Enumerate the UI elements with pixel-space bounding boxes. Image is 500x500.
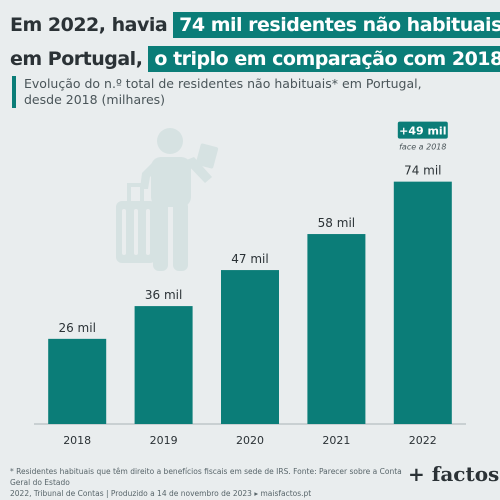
x-tick-label: 2021 (322, 434, 350, 447)
headline: Em 2022, havia 74 mil residentes não hab… (10, 10, 500, 78)
headline-text: em Portugal, (10, 48, 143, 70)
bar-2020 (221, 270, 279, 424)
footnote: * Residentes habituais que têm direito a… (10, 466, 410, 499)
subtitle-line: desde 2018 (milhares) (24, 92, 166, 107)
footnote-line: * Residentes habituais que têm direito a… (10, 467, 402, 487)
data-label: 74 mil (404, 164, 441, 178)
traveler-with-suitcase-icon (116, 128, 219, 271)
x-tick-label: 2019 (150, 434, 178, 447)
x-tick-label: 2020 (236, 434, 264, 447)
subtitle-line: Evolução do n.º total de residentes não … (24, 76, 422, 91)
headline-highlight: o triplo em comparação com 2018 (148, 46, 500, 72)
headline-highlight: 74 mil residentes não habituais (173, 12, 500, 38)
footnote-line: 2022, Tribunal de Contas | Produzido a 1… (10, 489, 312, 498)
annotation-badge (397, 121, 448, 139)
bar-2021 (307, 234, 366, 424)
headline-line-2: em Portugal, o triplo em comparação com … (10, 44, 500, 74)
annotation-badge-text: +49 mil (399, 125, 446, 138)
data-label: 26 mil (58, 321, 95, 335)
bar-2019 (134, 306, 193, 424)
headline-line-1: Em 2022, havia 74 mil residentes não hab… (10, 10, 500, 40)
data-label: 58 mil (318, 216, 355, 230)
annotation-note: face a 2018 (399, 143, 446, 152)
bar-2022 (393, 181, 452, 424)
data-label: 36 mil (145, 288, 182, 302)
chart-subtitle: Evolução do n.º total de residentes não … (12, 76, 424, 108)
x-tick-label: 2018 (63, 434, 91, 447)
data-label: 47 mil (231, 252, 268, 266)
brand-logo: + factos (408, 462, 500, 486)
bar-2018 (48, 338, 107, 424)
headline-text: Em 2022, havia (10, 14, 168, 36)
x-tick-label: 2022 (409, 434, 437, 447)
